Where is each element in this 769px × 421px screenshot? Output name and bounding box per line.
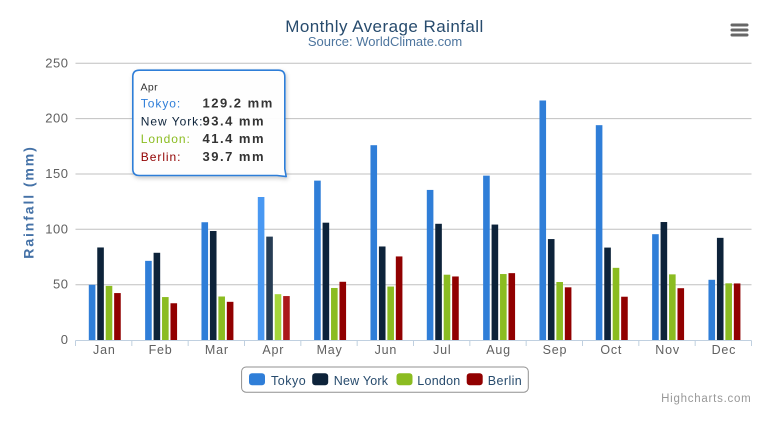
svg-text:Berlin: Berlin: [488, 374, 522, 388]
svg-text:129.2 mm: 129.2 mm: [203, 96, 274, 111]
svg-text:250: 250: [45, 55, 68, 70]
svg-text:93.4 mm: 93.4 mm: [203, 113, 266, 128]
svg-text:Tokyo: Tokyo: [271, 374, 306, 388]
svg-text:Sep: Sep: [543, 343, 568, 357]
svg-text:Oct: Oct: [600, 343, 622, 357]
svg-text:Source: WorldClimate.com: Source: WorldClimate.com: [308, 34, 462, 49]
svg-text:Highcharts.com: Highcharts.com: [661, 393, 751, 405]
svg-text:Nov: Nov: [655, 343, 680, 357]
svg-text:New York: New York: [334, 374, 389, 388]
svg-text:May: May: [317, 343, 343, 357]
svg-text:London:: London:: [141, 132, 191, 146]
svg-text:150: 150: [45, 166, 68, 181]
svg-text:Jan: Jan: [93, 343, 116, 357]
svg-text:Jul: Jul: [433, 343, 451, 357]
svg-text:Aug: Aug: [486, 343, 511, 357]
svg-text:New York:: New York:: [141, 114, 204, 128]
svg-text:Rainfall (mm): Rainfall (mm): [21, 145, 37, 258]
svg-text:Apr: Apr: [141, 82, 159, 94]
svg-text:Dec: Dec: [712, 343, 737, 357]
svg-text:Mar: Mar: [205, 343, 229, 357]
svg-text:50: 50: [53, 277, 68, 292]
svg-text:London: London: [417, 374, 460, 388]
svg-text:Jun: Jun: [375, 343, 398, 357]
svg-text:39.7 mm: 39.7 mm: [203, 149, 266, 164]
svg-text:41.4 mm: 41.4 mm: [203, 131, 266, 146]
svg-text:Monthly Average Rainfall: Monthly Average Rainfall: [285, 17, 484, 36]
svg-text:200: 200: [45, 111, 68, 126]
svg-text:100: 100: [45, 221, 68, 236]
svg-text:0: 0: [61, 332, 69, 347]
svg-text:Apr: Apr: [262, 343, 284, 357]
svg-text:Tokyo:: Tokyo:: [141, 97, 181, 111]
svg-text:Feb: Feb: [149, 343, 173, 357]
svg-text:Berlin:: Berlin:: [141, 150, 182, 164]
